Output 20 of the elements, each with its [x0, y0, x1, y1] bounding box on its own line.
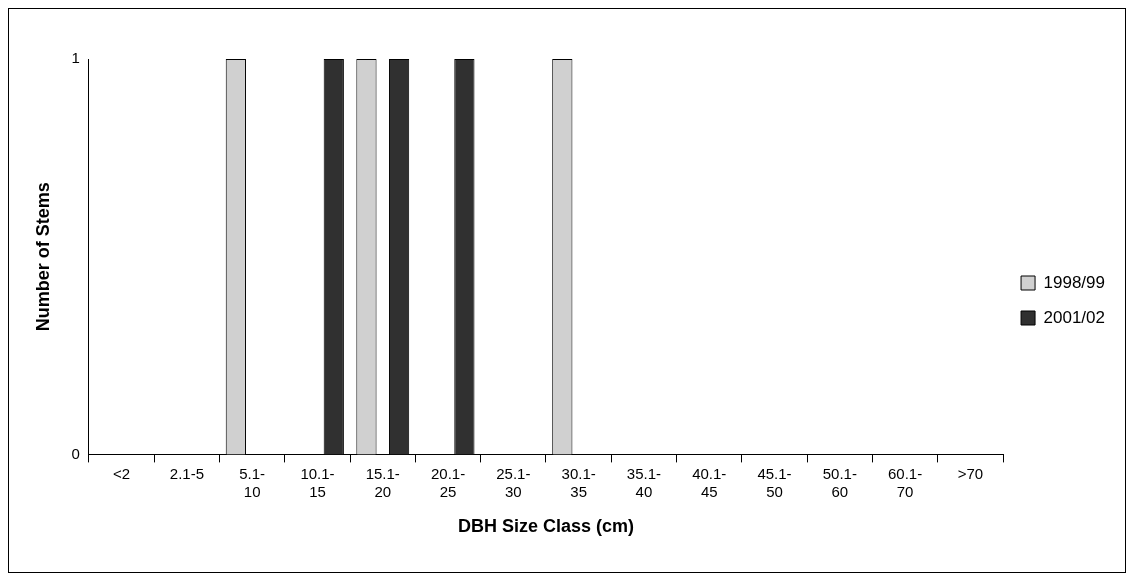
x-tick-label: 10.1-15	[300, 464, 335, 500]
x-tick-label: 45.1-50	[757, 464, 792, 500]
legend-label: 2001/02	[1043, 307, 1105, 327]
x-tick-label: 2.1-5	[169, 464, 204, 482]
y-tick-label: 0	[71, 444, 80, 462]
x-tick-label: 40.1-45	[692, 464, 727, 500]
y-tick-label: 1	[71, 49, 80, 67]
x-tick-label: 15.1-20	[365, 464, 400, 500]
x-axis-title: DBH Size Class (cm)	[457, 516, 635, 537]
legend-label: 1998/99	[1043, 272, 1105, 292]
x-tick-label: >70	[957, 464, 984, 482]
x-tick-label: 30.1-35	[561, 464, 596, 500]
x-tick-label: 50.1-60	[822, 464, 857, 500]
x-tick-label: 35.1-40	[626, 464, 662, 500]
x-tick-label: 5.1-10	[239, 464, 266, 500]
x-tick-label: 20.1-25	[430, 464, 466, 500]
x-tick-label: 25.1-30	[496, 464, 531, 500]
y-axis-title: Number of Stems	[32, 182, 53, 332]
x-tick-label: 60.1-70	[888, 464, 923, 500]
x-tick-label: <2	[113, 464, 131, 482]
